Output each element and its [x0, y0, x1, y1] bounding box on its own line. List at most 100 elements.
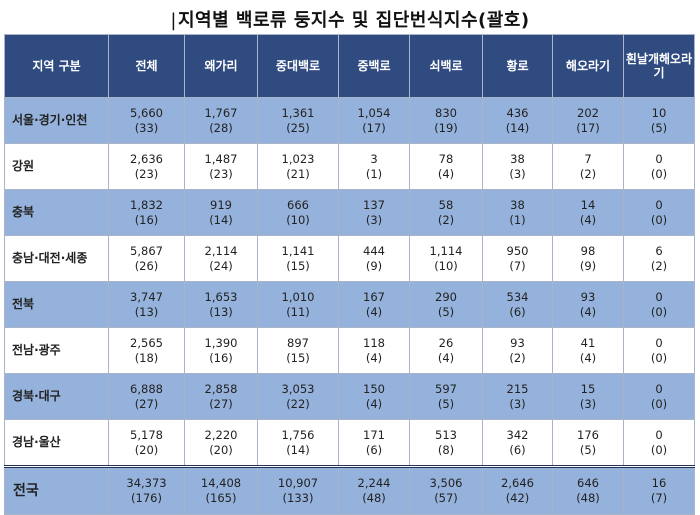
colony-count: (4)	[365, 396, 383, 411]
data-cell: 215 (3)	[482, 373, 553, 420]
nest-count: 5,178	[130, 427, 163, 442]
colony-count: (23)	[209, 166, 233, 181]
nest-count: 597	[435, 381, 457, 396]
colony-count: (13)	[209, 304, 233, 319]
region-cell: 경북·대구	[4, 373, 109, 420]
colony-count: (3)	[365, 212, 383, 227]
region-cell: 강원	[4, 143, 109, 190]
colony-count: (9)	[579, 258, 597, 273]
data-cell: 2,114 (24)	[184, 235, 258, 282]
table-title: |지역별 백로류 둥지수 및 집단번식지수(괄호)	[0, 6, 700, 32]
data-cell: 1,832 (16)	[108, 189, 185, 236]
colony-count: (42)	[505, 491, 530, 505]
data-cell: 2,636 (23)	[108, 143, 185, 190]
colony-count: (20)	[209, 442, 233, 457]
region-cell: 경남·울산	[4, 419, 109, 467]
data-cell: 118 (4)	[338, 327, 410, 374]
data-cell: 137 (3)	[338, 189, 410, 236]
nest-count: 118	[363, 335, 385, 350]
nest-count: 444	[363, 243, 385, 258]
nest-count: 919	[210, 197, 232, 212]
nest-count: 34,373	[126, 476, 167, 490]
col-header-night-heron: 해오라기	[552, 34, 624, 98]
data-cell: 78 (4)	[409, 143, 483, 190]
region-cell: 전북	[4, 281, 109, 328]
nest-count: 14	[580, 197, 596, 212]
nest-count: 2,646	[501, 476, 534, 490]
nest-count: 0	[655, 197, 663, 212]
nest-count: 1,487	[204, 151, 238, 166]
nest-count: 137	[363, 197, 385, 212]
colony-count: (15)	[286, 258, 310, 273]
data-cell: 830 (19)	[409, 97, 483, 144]
region-cell: 전남·광주	[4, 327, 109, 374]
colony-count: (10)	[434, 258, 458, 273]
data-cell: 342 (6)	[482, 419, 553, 467]
nest-count: 666	[287, 197, 309, 212]
nest-count: 0	[655, 381, 663, 396]
nest-count: 38	[510, 197, 525, 212]
nest-count: 2,636	[130, 151, 163, 166]
data-cell: 58 (2)	[409, 189, 483, 236]
nest-count: 436	[506, 105, 529, 120]
data-cell: 0 (0)	[623, 143, 695, 190]
nest-count: 1,756	[281, 427, 315, 442]
colony-count: (4)	[437, 350, 455, 365]
colony-count: (27)	[134, 396, 159, 411]
colony-count: (8)	[437, 442, 455, 457]
col-header-chinese-pond-heron: 흰날개해오라기	[623, 34, 695, 98]
nest-count: 1,141	[281, 243, 315, 258]
nest-count: 534	[506, 289, 529, 304]
colony-count: (48)	[576, 491, 600, 505]
colony-count: (5)	[437, 396, 455, 411]
data-cell: 38 (3)	[482, 143, 553, 190]
nest-count: 2,244	[357, 476, 391, 490]
nest-count: 15	[580, 381, 596, 396]
table-row: 전북 3,747 (13) 1,653 (13) 1,010 (11) 167 (4) 290 (5…	[4, 281, 695, 328]
nest-count: 1,832	[130, 197, 163, 212]
nest-count: 2,858	[204, 381, 238, 396]
nest-count: 38	[510, 151, 525, 166]
data-cell: 897 (15)	[257, 327, 339, 374]
colony-count: (0)	[650, 350, 668, 365]
nest-count: 1,390	[204, 335, 238, 350]
nest-count: 16	[651, 476, 667, 490]
table-row: 전남·광주 2,565 (18) 1,390 (16) 897 (15) 118 (4) 26 (4…	[4, 327, 695, 374]
nest-count: 0	[655, 151, 663, 166]
colony-count: (57)	[434, 491, 458, 505]
col-header-cattle-egret: 황로	[482, 34, 553, 98]
data-cell: 1,653 (13)	[184, 281, 258, 328]
colony-count: (3)	[579, 396, 597, 411]
nest-count: 202	[577, 105, 599, 120]
data-cell: 171 (6)	[338, 419, 410, 467]
nest-count: 93	[510, 335, 525, 350]
data-cell: 534 (6)	[482, 281, 553, 328]
colony-count: (0)	[650, 166, 668, 181]
nest-count: 5,660	[130, 105, 163, 120]
table-row: 충남·대전·세종 5,867 (26) 2,114 (24) 1,141 (15) 444 (9…	[4, 235, 695, 282]
col-header-grey-heron: 왜가리	[184, 34, 258, 98]
nest-count-table: 지역 구분 전체 왜가리 중대백로 중백로 쇠백로 황로 해오라기 흰날개해오라…	[4, 34, 695, 515]
nest-count: 6	[655, 243, 663, 258]
colony-count: (9)	[365, 258, 383, 273]
nest-count: 897	[287, 335, 309, 350]
colony-count: (26)	[134, 258, 159, 273]
data-cell: 1,361 (25)	[257, 97, 339, 144]
nest-count: 26	[438, 335, 454, 350]
data-cell: 10 (5)	[623, 97, 695, 144]
table-row: 충북 1,832 (16) 919 (14) 666 (10) 137 (3) 58 (2) 38 (1…	[4, 189, 695, 236]
colony-count: (0)	[650, 304, 668, 319]
nest-count: 41	[580, 335, 596, 350]
nest-count: 342	[506, 427, 529, 442]
nest-count: 1,010	[281, 289, 315, 304]
colony-count: (2)	[650, 258, 668, 273]
col-header-total: 전체	[108, 34, 185, 98]
data-cell: 1,054 (17)	[338, 97, 410, 144]
data-cell: 5,178 (20)	[108, 419, 185, 467]
colony-count: (27)	[209, 396, 233, 411]
nest-count: 950	[506, 243, 529, 258]
nest-count: 171	[363, 427, 385, 442]
colony-count: (16)	[134, 212, 159, 227]
nest-count: 1,653	[204, 289, 238, 304]
colony-count: (18)	[134, 350, 159, 365]
